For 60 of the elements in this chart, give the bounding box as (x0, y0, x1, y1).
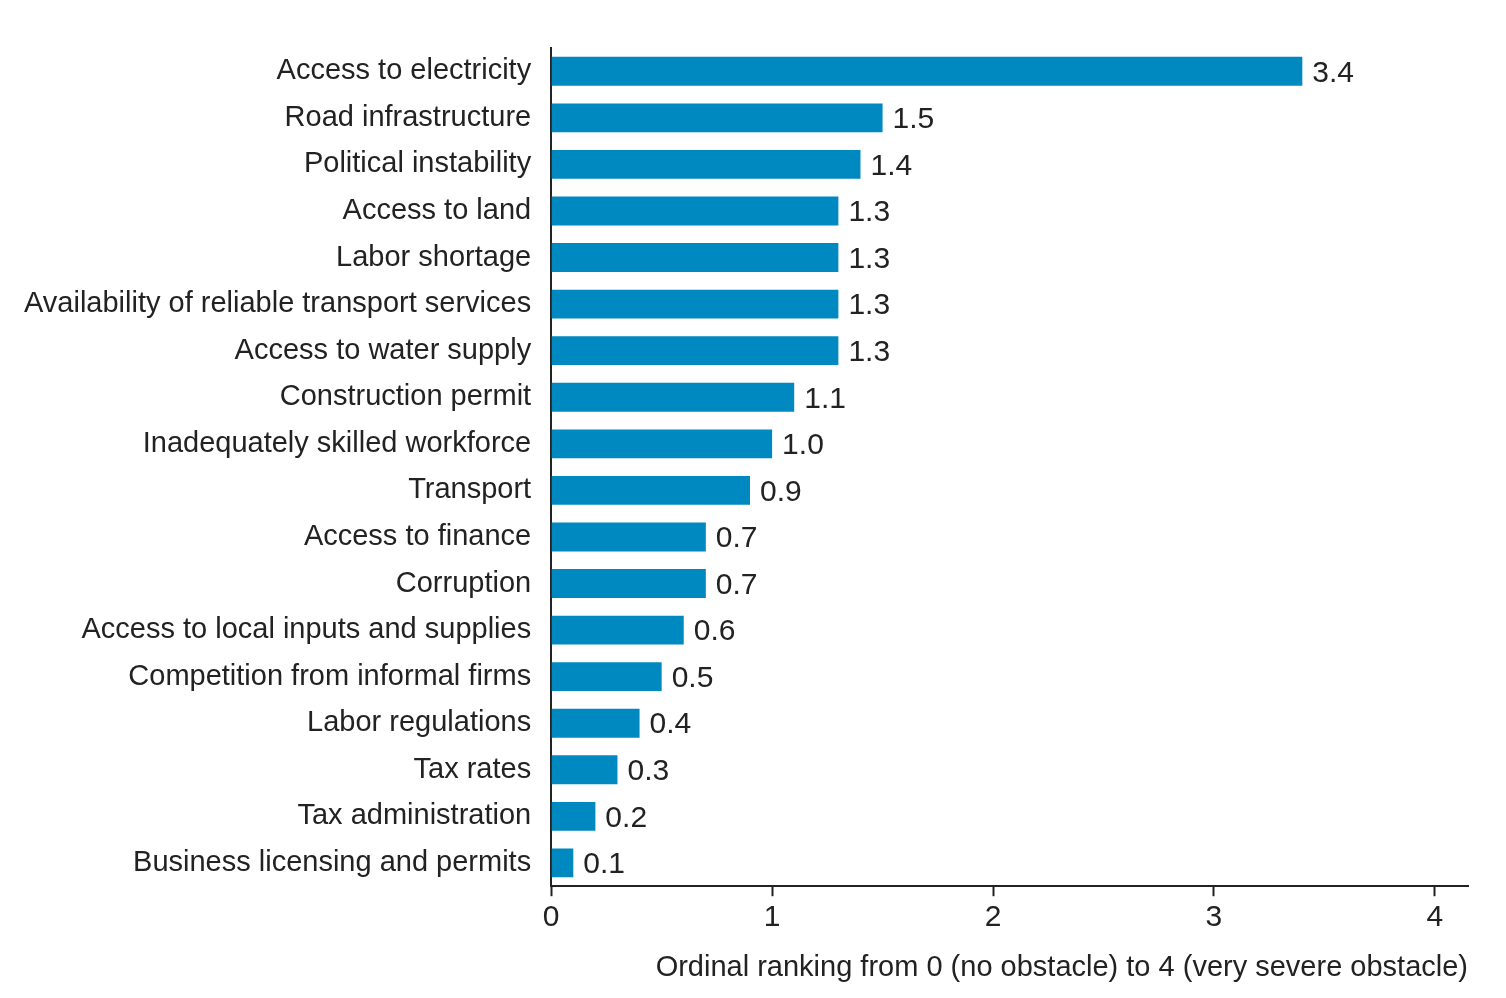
bar (551, 662, 662, 692)
data-label: 0.2 (605, 799, 648, 833)
y-tick-label: Access to finance (303, 518, 532, 551)
y-tick-label: Tax rates (413, 751, 532, 784)
data-label: 1.0 (782, 427, 824, 461)
y-tick-label: Availability of reliable transport services (23, 286, 532, 319)
bar (551, 289, 839, 319)
bar (551, 56, 1303, 86)
y-tick-label: Road infrastructure (284, 99, 532, 132)
bar (551, 755, 618, 785)
bar (551, 848, 574, 878)
y-tick-label: Labor shortage (336, 239, 532, 272)
data-label: 0.5 (671, 659, 714, 693)
y-tick-label: Access to local inputs and supplies (81, 612, 532, 645)
y-tick-label: Tax administration (297, 798, 532, 831)
data-label: 1.3 (848, 287, 891, 321)
data-label: 3.4 (1312, 54, 1355, 88)
bar (551, 569, 706, 598)
y-tick-label: Access to water supply (234, 332, 532, 365)
bar (551, 708, 640, 738)
y-tick-label: Political instability (303, 146, 532, 179)
y-tick-label: Competition from informal firms (128, 658, 532, 691)
data-label: 0.7 (715, 520, 758, 554)
data-label: 0.4 (649, 706, 692, 740)
y-tick-label: Corruption (395, 565, 532, 598)
y-tick-label: Business licensing and permits (133, 844, 532, 877)
bar (551, 336, 839, 366)
bar (551, 475, 751, 505)
x-tick-label: 1 (763, 899, 781, 933)
bar (551, 801, 596, 831)
bar (551, 522, 706, 552)
bar (551, 615, 684, 645)
data-label: 0.1 (583, 846, 625, 880)
data-label: 0.6 (693, 613, 736, 647)
bar (551, 149, 861, 179)
x-tick-label: 0 (542, 899, 560, 933)
data-label: 1.3 (848, 194, 891, 228)
y-tick-label: Access to electricity (276, 53, 532, 86)
bar (551, 103, 883, 133)
bar (551, 429, 773, 459)
y-tick-label: Construction permit (279, 379, 532, 412)
x-tick-label: 2 (984, 899, 1002, 933)
data-label: 1.5 (892, 101, 935, 135)
y-tick-label: Inadequately skilled workforce (142, 425, 532, 458)
y-tick-label: Labor regulations (307, 705, 532, 738)
x-tick-label: 3 (1205, 899, 1223, 933)
data-label: 0.7 (715, 566, 758, 600)
data-label: 0.9 (760, 473, 802, 507)
x-axis-title: Ordinal ranking from 0 (no obstacle) to 4 (very severe obstacle) (655, 949, 1468, 982)
y-tick-label: Access to land (342, 192, 532, 225)
bar (551, 243, 839, 272)
bar (551, 382, 795, 412)
bar (551, 196, 839, 226)
data-label: 1.3 (848, 333, 891, 367)
x-tick-label: 4 (1426, 899, 1444, 933)
y-tick-label: Transport (408, 472, 532, 505)
data-label: 1.4 (870, 147, 913, 181)
data-label: 1.1 (804, 380, 846, 414)
data-label: 0.3 (627, 753, 670, 787)
data-label: 1.3 (848, 240, 891, 274)
